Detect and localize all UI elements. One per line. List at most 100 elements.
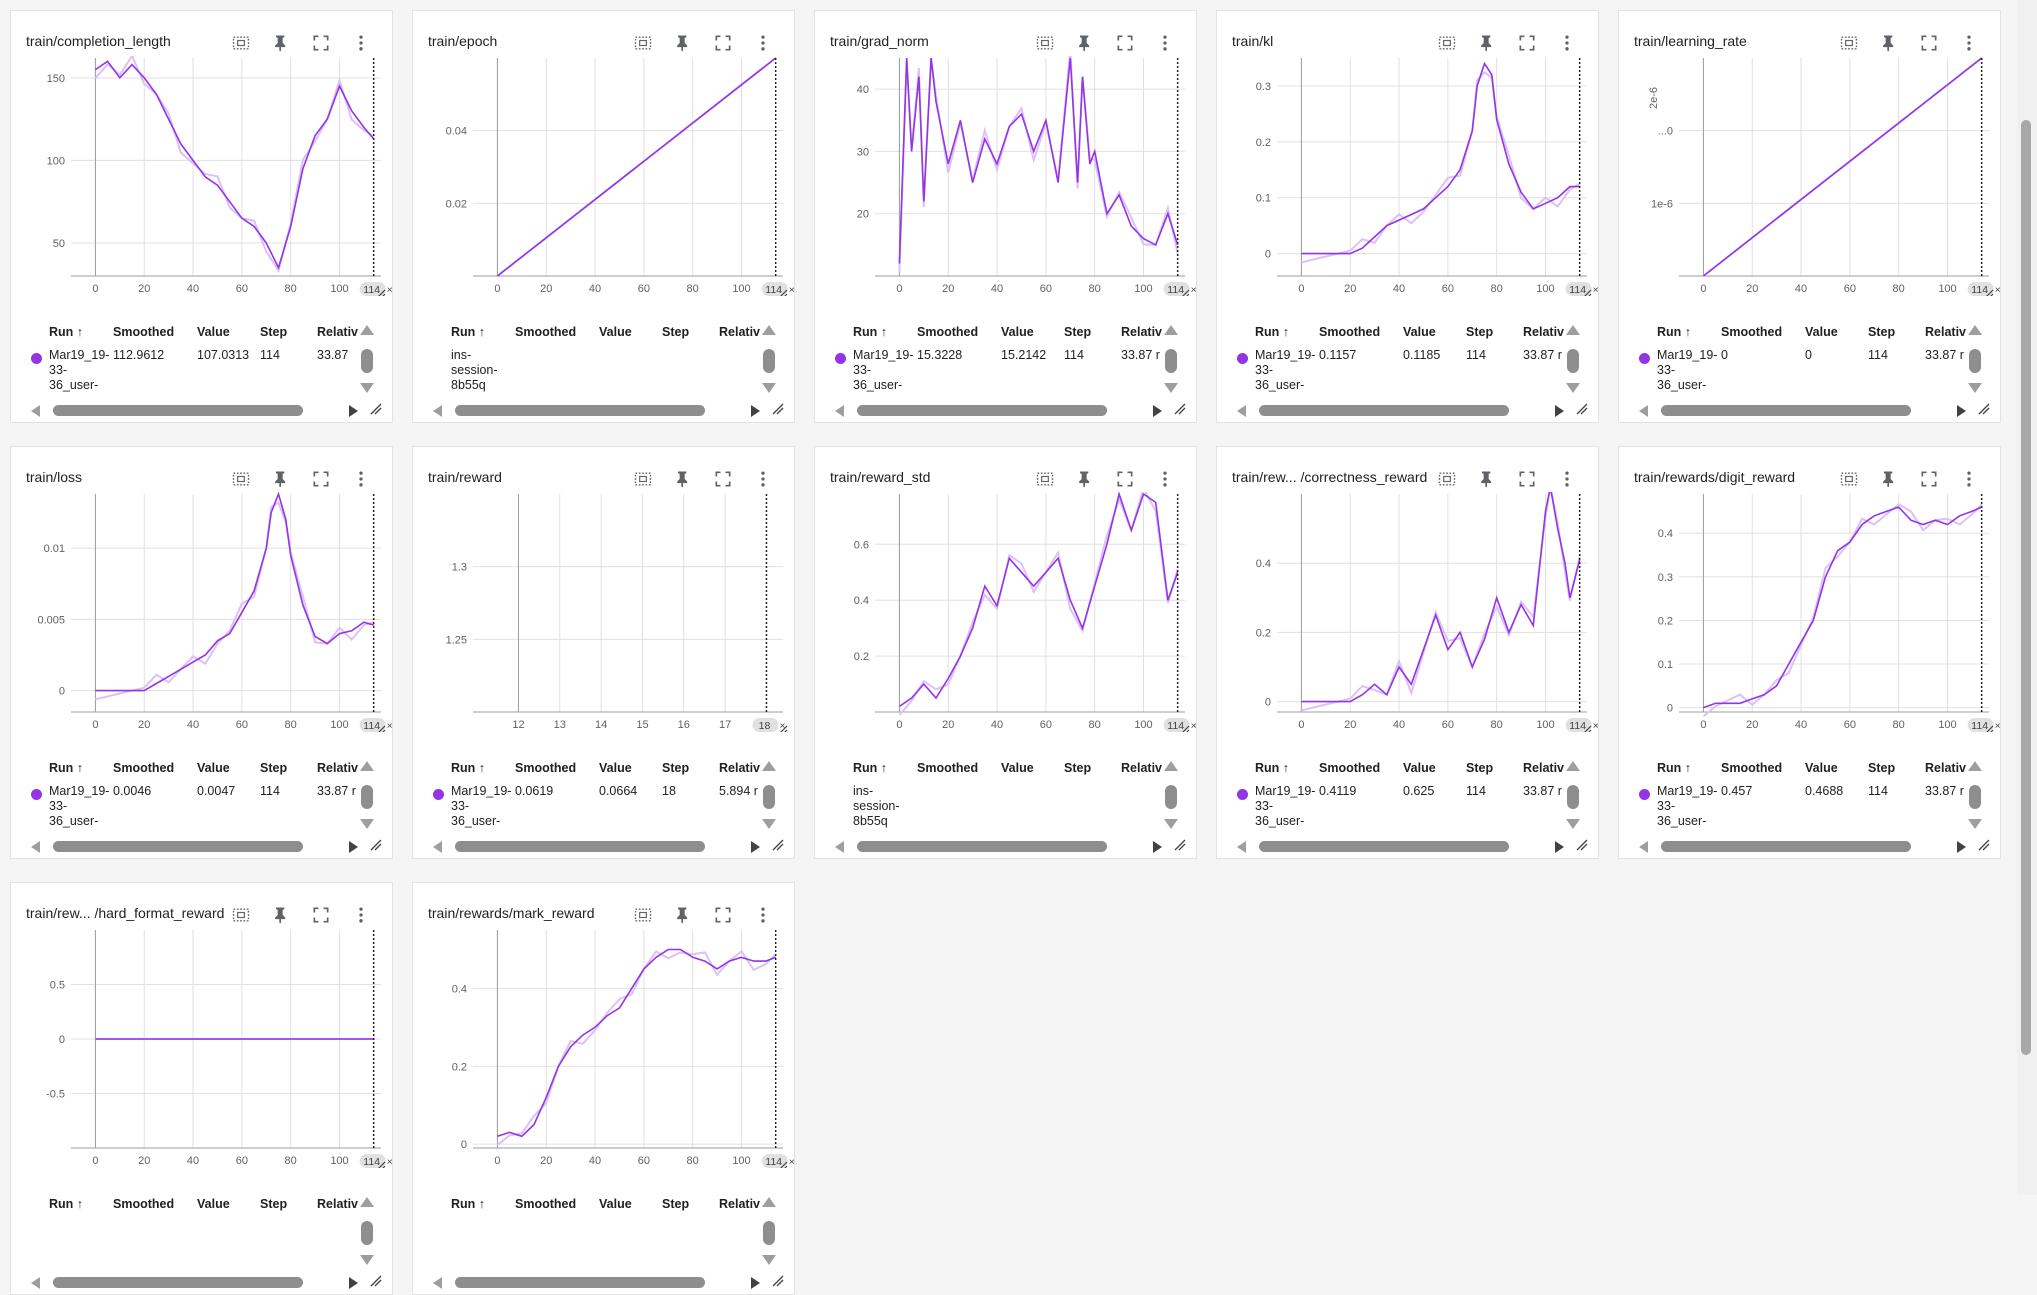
table-header-value[interactable]: Value — [197, 1197, 230, 1211]
table-scrollbar-thumb[interactable] — [763, 349, 775, 373]
chart-plot[interactable]: 0 20 40 60 80 100 0 0.1 0.2 0.3 0.4 114 × — [1619, 492, 2000, 732]
scroll-left-icon[interactable] — [835, 841, 844, 853]
table-hscrollbar[interactable] — [433, 839, 763, 853]
table-header-relative[interactable]: Relativ — [1121, 325, 1162, 339]
fullscreen-icon[interactable] — [1112, 30, 1138, 56]
table-header-relative[interactable]: Relativ — [1925, 761, 1966, 775]
table-header-run[interactable]: Run ↑ — [451, 325, 486, 339]
scroll-down-icon[interactable] — [1968, 819, 1982, 829]
table-header-value[interactable]: Value — [599, 1197, 632, 1211]
more-vert-icon[interactable] — [1152, 466, 1178, 492]
table-header-relative[interactable]: Relativ — [719, 325, 760, 339]
chart-plot[interactable]: 0 20 40 60 80 100 0.2 0.4 0.6 114 × — [815, 492, 1196, 732]
scroll-up-icon[interactable] — [1566, 325, 1580, 335]
data-selection-icon[interactable] — [1032, 30, 1058, 56]
scroll-right-icon[interactable] — [751, 841, 760, 853]
table-header-smoothed[interactable]: Smoothed — [1319, 325, 1381, 339]
scroll-down-icon[interactable] — [1566, 819, 1580, 829]
card-resize-icon[interactable] — [772, 838, 784, 851]
table-header-value[interactable]: Value — [599, 325, 632, 339]
pin-icon[interactable] — [1072, 466, 1098, 492]
data-selection-icon[interactable] — [630, 466, 656, 492]
card-resize-icon[interactable] — [1978, 838, 1990, 851]
data-selection-icon[interactable] — [1434, 30, 1460, 56]
chart-plot[interactable]: 0 20 40 60 80 100 0 0.005 0.01 114 × — [11, 492, 392, 732]
more-vert-icon[interactable] — [348, 30, 374, 56]
fullscreen-icon[interactable] — [1514, 466, 1540, 492]
chart-plot[interactable]: 0 20 40 60 80 100 1e-6 ...0 2e-6 114 × — [1619, 56, 2000, 296]
table-header-step[interactable]: Step — [1064, 761, 1092, 775]
scroll-left-icon[interactable] — [835, 405, 844, 417]
table-header-smoothed[interactable]: Smoothed — [917, 325, 979, 339]
table-hscrollbar[interactable] — [31, 839, 361, 853]
scroll-down-icon[interactable] — [1968, 383, 1982, 393]
table-header-step[interactable]: Step — [1466, 761, 1494, 775]
scroll-up-icon[interactable] — [1968, 761, 1982, 771]
table-header-value[interactable]: Value — [1805, 325, 1838, 339]
scroll-left-icon[interactable] — [433, 841, 442, 853]
table-header-run[interactable]: Run ↑ — [1255, 761, 1290, 775]
chart-plot[interactable]: 0 20 40 60 80 100 0 0.2 0.4 114 × — [1217, 492, 1598, 732]
more-vert-icon[interactable] — [1152, 30, 1178, 56]
scroll-right-icon[interactable] — [1555, 405, 1564, 417]
more-vert-icon[interactable] — [1554, 30, 1580, 56]
page-scrollbar-thumb[interactable] — [2021, 120, 2031, 1055]
fullscreen-icon[interactable] — [308, 466, 334, 492]
table-header-step[interactable]: Step — [260, 1197, 288, 1211]
card-resize-icon[interactable] — [1174, 402, 1186, 415]
scroll-down-icon[interactable] — [1566, 383, 1580, 393]
table-header-smoothed[interactable]: Smoothed — [515, 761, 577, 775]
table-header-step[interactable]: Step — [260, 325, 288, 339]
card-resize-icon[interactable] — [370, 838, 382, 851]
table-header-smoothed[interactable]: Smoothed — [1721, 761, 1783, 775]
scroll-up-icon[interactable] — [1164, 325, 1178, 335]
scroll-right-icon[interactable] — [349, 405, 358, 417]
data-selection-icon[interactable] — [630, 30, 656, 56]
scroll-up-icon[interactable] — [1968, 325, 1982, 335]
table-header-smoothed[interactable]: Smoothed — [515, 325, 577, 339]
pin-icon[interactable] — [1072, 30, 1098, 56]
table-header-relative[interactable]: Relativ — [719, 1197, 760, 1211]
table-header-smoothed[interactable]: Smoothed — [113, 1197, 175, 1211]
more-vert-icon[interactable] — [1554, 466, 1580, 492]
table-header-value[interactable]: Value — [1805, 761, 1838, 775]
table-header-run[interactable]: Run ↑ — [1255, 325, 1290, 339]
scroll-up-icon[interactable] — [762, 761, 776, 771]
pin-icon[interactable] — [670, 30, 696, 56]
table-hscrollbar[interactable] — [1639, 403, 1969, 417]
hscroll-thumb[interactable] — [857, 405, 1107, 416]
scroll-right-icon[interactable] — [751, 405, 760, 417]
scroll-down-icon[interactable] — [360, 819, 374, 829]
table-header-relative[interactable]: Relativ — [317, 761, 358, 775]
hscroll-thumb[interactable] — [53, 1277, 303, 1288]
more-vert-icon[interactable] — [750, 466, 776, 492]
fullscreen-icon[interactable] — [1514, 30, 1540, 56]
scroll-up-icon[interactable] — [762, 1197, 776, 1207]
table-header-relative[interactable]: Relativ — [317, 325, 358, 339]
data-selection-icon[interactable] — [1836, 466, 1862, 492]
pin-icon[interactable] — [268, 30, 294, 56]
fullscreen-icon[interactable] — [710, 30, 736, 56]
hscroll-thumb[interactable] — [1259, 841, 1509, 852]
pin-icon[interactable] — [670, 902, 696, 928]
hscroll-thumb[interactable] — [1661, 841, 1911, 852]
table-scrollbar-thumb[interactable] — [1567, 785, 1579, 809]
table-hscrollbar[interactable] — [31, 403, 361, 417]
scroll-right-icon[interactable] — [1555, 841, 1564, 853]
table-scrollbar-thumb[interactable] — [361, 349, 373, 373]
data-selection-icon[interactable] — [228, 466, 254, 492]
data-selection-icon[interactable] — [228, 902, 254, 928]
more-vert-icon[interactable] — [348, 902, 374, 928]
hscroll-thumb[interactable] — [857, 841, 1107, 852]
scroll-left-icon[interactable] — [433, 1277, 442, 1289]
scroll-up-icon[interactable] — [360, 325, 374, 335]
hscroll-thumb[interactable] — [53, 841, 303, 852]
table-header-step[interactable]: Step — [662, 325, 690, 339]
scroll-down-icon[interactable] — [762, 383, 776, 393]
scroll-right-icon[interactable] — [1153, 841, 1162, 853]
scroll-right-icon[interactable] — [1957, 405, 1966, 417]
table-header-relative[interactable]: Relativ — [719, 761, 760, 775]
table-scrollbar-thumb[interactable] — [1567, 349, 1579, 373]
more-vert-icon[interactable] — [1956, 466, 1982, 492]
scroll-down-icon[interactable] — [1164, 819, 1178, 829]
